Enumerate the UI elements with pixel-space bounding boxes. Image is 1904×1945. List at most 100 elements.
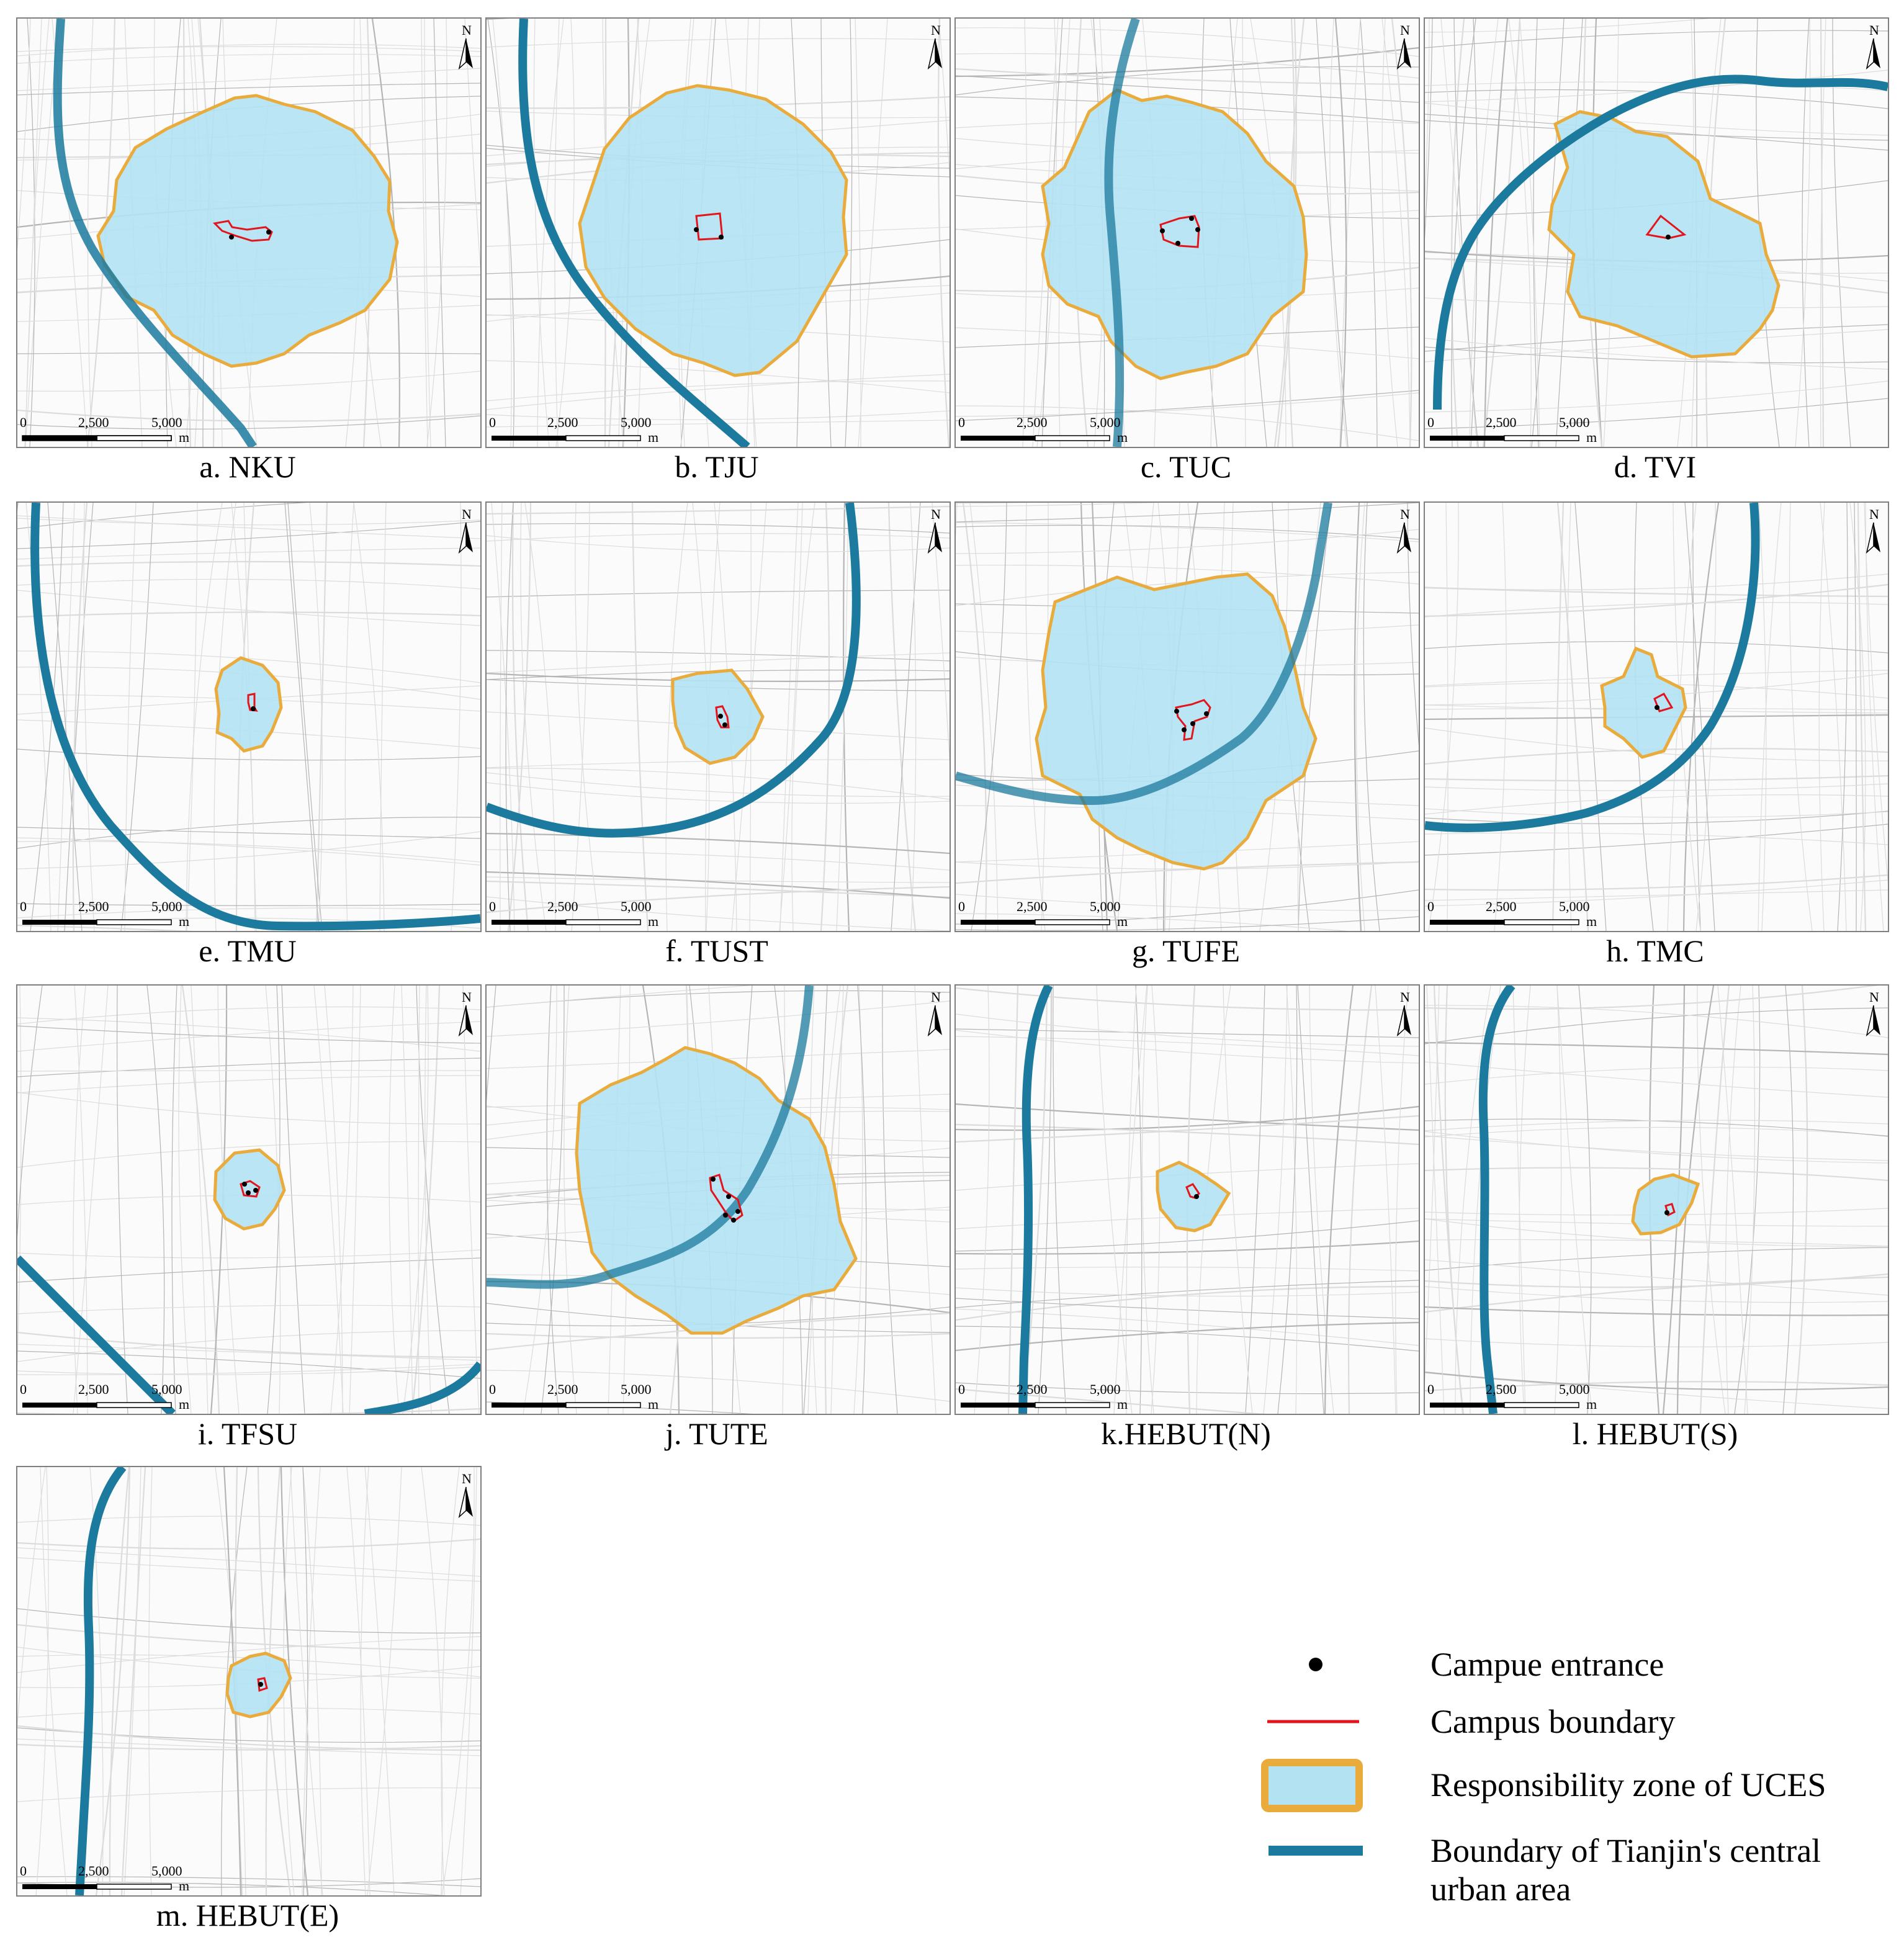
north-label: N xyxy=(462,22,472,38)
road-line xyxy=(1758,503,1782,931)
road-line xyxy=(17,1021,480,1052)
road-line xyxy=(487,590,950,598)
scale-tick-5000: 5,000 xyxy=(1090,899,1121,914)
road-line xyxy=(353,503,385,931)
north-label: N xyxy=(1869,989,1879,1005)
road-line xyxy=(95,1467,131,1895)
road-line xyxy=(17,907,480,919)
road-line xyxy=(487,532,950,542)
road-line xyxy=(1508,19,1532,447)
road-line xyxy=(1425,30,1888,48)
road-line xyxy=(17,46,480,52)
road-line xyxy=(424,19,431,447)
road-line xyxy=(1425,398,1888,429)
road-line xyxy=(533,19,550,447)
campus-boundary xyxy=(709,1174,743,1223)
road-line xyxy=(665,503,688,931)
scale-bar xyxy=(1430,919,1579,925)
road-line xyxy=(1425,329,1888,362)
entrance-dot-icon xyxy=(1309,1658,1322,1671)
road-line xyxy=(1519,19,1540,447)
road-line xyxy=(281,986,305,1414)
scale-tick-0: 0 xyxy=(1427,415,1434,430)
road-line xyxy=(330,986,354,1414)
road-line xyxy=(17,1547,480,1577)
scale-tick-0: 0 xyxy=(1427,1381,1434,1397)
road-line xyxy=(1298,503,1332,931)
campus-entrance xyxy=(731,1218,736,1223)
map-svg: N 0 2,500 5,000 m xyxy=(17,1467,480,1895)
map-svg: N 0 2,500 5,000 m xyxy=(956,503,1419,931)
campus-boundary xyxy=(212,220,273,242)
road-line xyxy=(17,1058,480,1077)
zone-swatch-icon xyxy=(1261,1759,1363,1812)
campus-entrance xyxy=(1204,711,1209,716)
road-line xyxy=(571,503,590,931)
road-line xyxy=(487,880,950,899)
road-line xyxy=(1141,986,1154,1414)
urban-area-boundary xyxy=(518,19,750,447)
road-line xyxy=(487,986,753,1008)
road-line xyxy=(1697,986,1726,1414)
road-line xyxy=(17,590,480,626)
road-line xyxy=(1286,986,1298,1414)
north-label: N xyxy=(462,1471,472,1486)
road-line xyxy=(421,1467,443,1895)
road-line xyxy=(1818,503,1825,931)
road-line xyxy=(1425,1066,1888,1085)
legend-label-urban-boundary-1: Boundary of Tianjin's central xyxy=(1430,1832,1821,1869)
road-line xyxy=(418,986,420,1414)
road-line xyxy=(17,827,480,839)
road-line xyxy=(302,1467,322,1895)
road-line xyxy=(17,1006,480,1025)
road-line xyxy=(1425,1131,1888,1164)
road-line xyxy=(1425,583,1888,618)
road-line xyxy=(1455,986,1491,1414)
campus-boundary xyxy=(257,1677,268,1692)
road-line xyxy=(1263,986,1288,1414)
road-line xyxy=(1531,19,1565,447)
scale-tick-2500: 2,500 xyxy=(1486,899,1517,914)
road-line xyxy=(309,503,323,931)
road-line xyxy=(1699,986,1730,1414)
map-panel-tmc: N 0 2,500 5,000 m xyxy=(1424,501,1889,932)
north-arrow xyxy=(458,1486,473,1519)
road-line xyxy=(887,503,917,931)
road-line xyxy=(1533,19,1539,447)
road-line xyxy=(938,19,950,180)
road-line xyxy=(779,503,803,931)
map-panel-tfsu: N 0 2,500 5,000 m xyxy=(16,984,482,1415)
road-line xyxy=(290,1467,323,1895)
urban-area-boundary xyxy=(1104,19,1140,447)
road-line xyxy=(1425,338,1888,370)
scale-bar xyxy=(961,1402,1110,1408)
scale-tick-5000: 5,000 xyxy=(1090,415,1121,430)
road-line xyxy=(171,986,177,1414)
road-line xyxy=(487,896,950,931)
scale-bar xyxy=(961,435,1110,441)
map-svg: N 0 2,500 5,000 m xyxy=(956,986,1419,1414)
panel-caption: g. TUFE xyxy=(1131,933,1241,968)
road-line xyxy=(17,1017,480,1052)
road-line xyxy=(17,43,480,56)
campus-entrance xyxy=(1190,721,1195,726)
campus-boundary xyxy=(240,1180,261,1198)
road-line xyxy=(956,1123,1419,1146)
road-line xyxy=(1556,503,1589,931)
road-line xyxy=(27,19,35,447)
panel-caption: j. TUTE xyxy=(665,1416,768,1451)
road-line xyxy=(1375,986,1396,1414)
road-line xyxy=(487,871,950,899)
road-line xyxy=(1339,19,1361,447)
scale-unit: m xyxy=(648,429,658,445)
campus-entrance xyxy=(1664,1210,1669,1215)
road-line xyxy=(1125,986,1137,1414)
map-panel-tust: N 0 2,500 5,000 m xyxy=(485,501,951,932)
scale-tick-2500: 2,500 xyxy=(547,899,578,914)
road-line xyxy=(555,19,575,447)
road-line xyxy=(72,503,88,931)
road-line xyxy=(1744,986,1756,1414)
road-line xyxy=(17,1557,480,1582)
road-line xyxy=(487,990,950,1008)
road-line xyxy=(1425,1286,1888,1303)
